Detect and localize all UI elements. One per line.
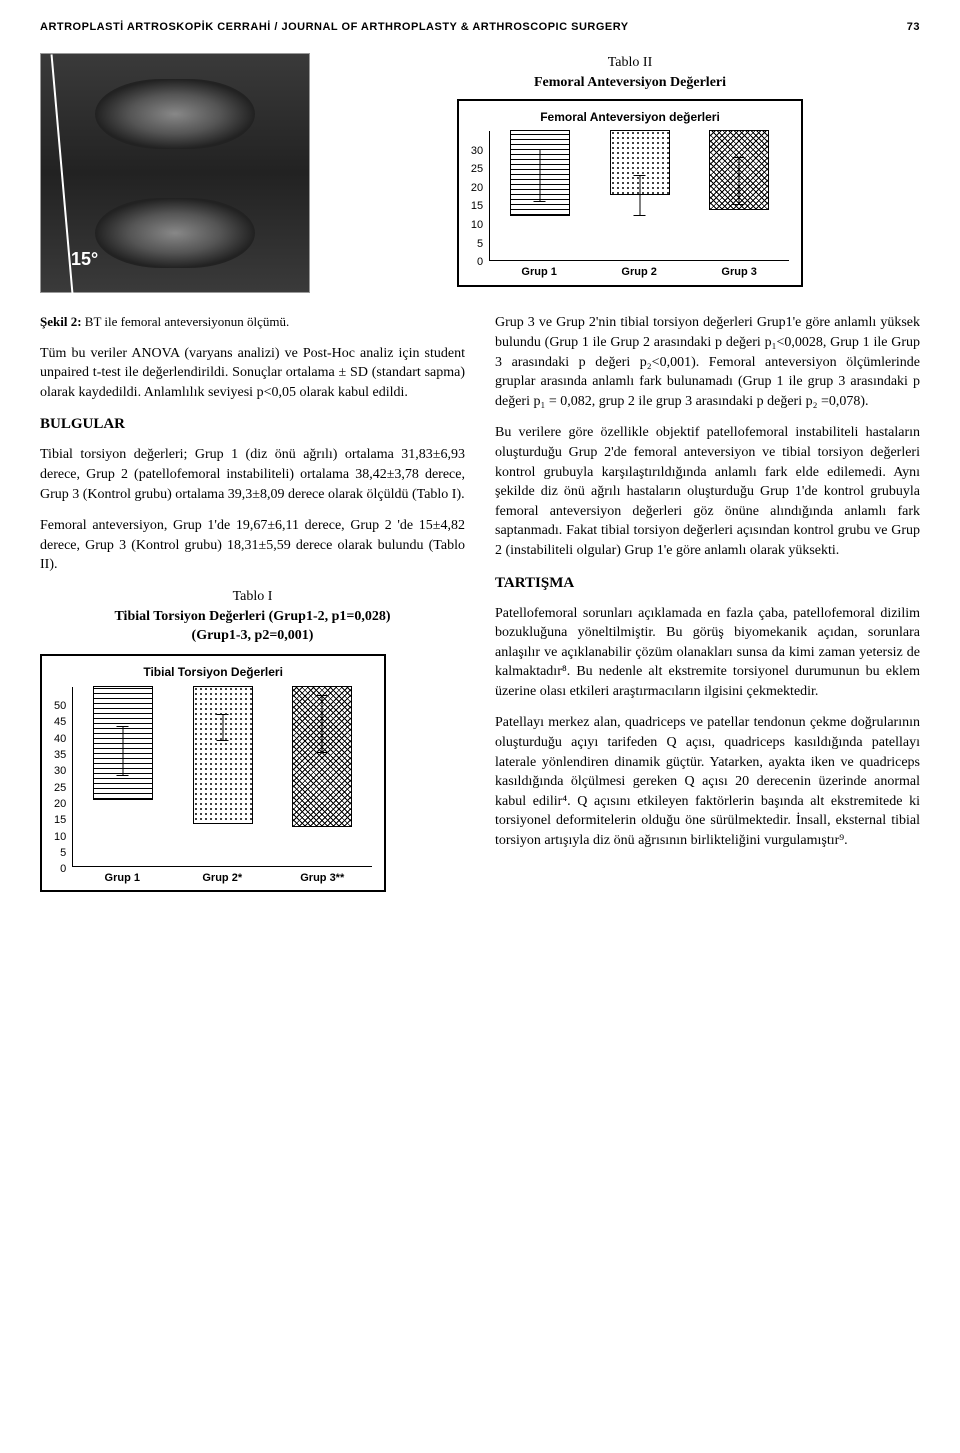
tartisma-heading: TARTIŞMA: [495, 573, 920, 594]
ct-scan-image: 15°: [40, 53, 310, 293]
table1-caption-line2: Tibial Torsiyon Değerleri (Grup1-2, p1=0…: [114, 609, 390, 624]
ytick-label: 0: [54, 869, 66, 885]
error-bar: [739, 157, 740, 205]
left-p3: Femoral anteversiyon, Grup 1'de 19,67±6,…: [40, 516, 465, 575]
chart-tibial-plot: [72, 687, 372, 867]
bar-group: [709, 130, 769, 260]
ct-angle-label: 15°: [71, 247, 98, 272]
chart-tibial-title: Tibial Torsiyon Değerleri: [54, 664, 372, 681]
error-bar: [322, 695, 323, 753]
xtick-label: Grup 3**: [272, 871, 372, 886]
figure2-caption-bold: Şekil 2:: [40, 314, 82, 329]
journal-title: ARTROPLASTİ ARTROSKOPİK CERRAHİ / JOURNA…: [40, 20, 629, 35]
page-number: 73: [907, 20, 920, 35]
bar-group: [292, 686, 352, 866]
running-head: ARTROPLASTİ ARTROSKOPİK CERRAHİ / JOURNA…: [40, 20, 920, 35]
chart-femoral-title: Femoral Anteversiyon değerleri: [471, 109, 789, 126]
top-row: 15° Tablo II Femoral Anteversiyon Değerl…: [40, 53, 920, 293]
bar-group: [193, 686, 253, 866]
chart-femoral-plot: [489, 131, 789, 261]
left-p1: Tüm bu veriler ANOVA (varyans analizi) v…: [40, 344, 465, 403]
error-bar: [539, 149, 540, 202]
chart-tibial-yaxis: 05101520253035404550: [54, 706, 72, 886]
left-p2: Tibial torsiyon değerleri; Grup 1 (diz ö…: [40, 445, 465, 504]
xtick-label: Grup 1: [72, 871, 172, 886]
table2-caption: Tablo II Femoral Anteversiyon Değerleri: [340, 53, 920, 92]
bulgular-heading: BULGULAR: [40, 414, 465, 435]
table1-caption: Tablo I Tibial Torsiyon Değerleri (Grup1…: [40, 587, 465, 646]
xtick-label: Grup 3: [689, 265, 789, 280]
error-bar: [222, 714, 223, 741]
table1-caption-line3: (Grup1-3, p2=0,001): [192, 628, 314, 643]
chart-tibial-xlabels: Grup 1Grup 2*Grup 3**: [72, 871, 372, 886]
xtick-label: Grup 2*: [172, 871, 272, 886]
table2-block: Tablo II Femoral Anteversiyon Değerleri …: [340, 53, 920, 293]
right-p3: Patellofemoral sorunları açıklamada en f…: [495, 604, 920, 702]
figure2-caption: Şekil 2: BT ile femoral anteversiyonun ö…: [40, 313, 465, 331]
right-p1: Grup 3 ve Grup 2'nin tibial torsiyon değ…: [495, 313, 920, 411]
bar-group: [610, 130, 670, 260]
right-column: Grup 3 ve Grup 2'nin tibial torsiyon değ…: [495, 313, 920, 892]
bar-group: [93, 686, 153, 866]
chart-femoral-xlabels: Grup 1Grup 2Grup 3: [489, 265, 789, 280]
right-p4: Patellayı merkez alan, quadriceps ve pat…: [495, 713, 920, 850]
xtick-label: Grup 2: [589, 265, 689, 280]
chart-femoral-yaxis: 051015202530: [471, 151, 489, 281]
left-column: Şekil 2: BT ile femoral anteversiyonun ö…: [40, 313, 465, 892]
table2-caption-line1: Tablo II: [608, 55, 653, 70]
error-bar: [639, 175, 640, 217]
error-bar: [123, 726, 124, 776]
chart-femoral: Femoral Anteversiyon değerleri 051015202…: [457, 99, 803, 287]
two-column-body: Şekil 2: BT ile femoral anteversiyonun ö…: [40, 313, 920, 892]
bar: [193, 686, 253, 824]
xtick-label: Grup 1: [489, 265, 589, 280]
figure2-caption-text: BT ile femoral anteversiyonun ölçümü.: [82, 314, 290, 329]
table1-caption-line1: Tablo I: [233, 589, 273, 604]
right-p2: Bu verilere göre özellikle objektif pate…: [495, 423, 920, 560]
bar-group: [510, 130, 570, 260]
ytick-label: 0: [471, 262, 483, 281]
chart-tibial: Tibial Torsiyon Değerleri 05101520253035…: [40, 654, 386, 892]
table2-caption-line2: Femoral Anteversiyon Değerleri: [534, 75, 726, 90]
